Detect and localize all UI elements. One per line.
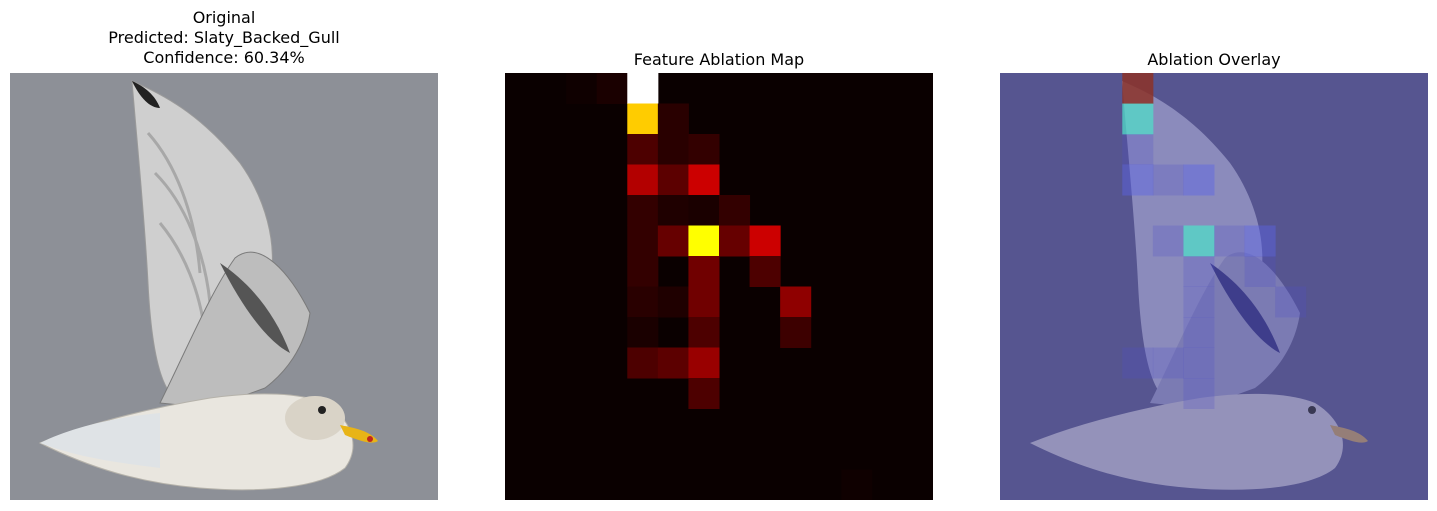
- overlay-cell: [1183, 164, 1215, 196]
- overlay-cell: [1183, 317, 1215, 348]
- overlay-cell: [1214, 225, 1246, 257]
- heatmap-cell: [657, 286, 689, 318]
- overlay-cell: [1244, 256, 1276, 287]
- heatmap-cell: [688, 225, 720, 257]
- heatmap-cell: [596, 73, 628, 104]
- heatmap-cell: [688, 195, 720, 226]
- heatmap-cell: [688, 164, 720, 196]
- panel-title: Original Predicted: Slaty_Backed_Gull Co…: [10, 8, 438, 68]
- panel-ablation-overlay: Ablation Overlay: [1000, 0, 1428, 511]
- overlay-image: [1000, 73, 1428, 500]
- title-line: Feature Ablation Map: [633, 50, 805, 69]
- heatmap-cell: [657, 347, 689, 379]
- title-line: Predicted: Slaty_Backed_Gull: [108, 28, 340, 47]
- heatmap-cell: [657, 225, 689, 257]
- heatmap-cell: [627, 164, 659, 196]
- heatmap-cell: [627, 73, 659, 104]
- heatmap-cell: [688, 134, 720, 165]
- heatmap-cell: [657, 195, 689, 226]
- overlay-cell: [1152, 347, 1184, 379]
- gull-photo: [10, 73, 438, 500]
- panel-original: Original Predicted: Slaty_Backed_Gull Co…: [10, 0, 438, 511]
- overlay-cell: [1152, 164, 1184, 196]
- heatmap-cell: [749, 225, 781, 257]
- overlay-cell: [1122, 134, 1154, 165]
- heatmap-cell: [627, 195, 659, 226]
- panel-title: Feature Ablation Map: [505, 50, 933, 70]
- heatmap-cell: [657, 103, 689, 135]
- overlay-cell: [1183, 286, 1215, 318]
- heatmap-cell: [841, 469, 873, 500]
- overlay-cell: [1122, 103, 1154, 135]
- heatmap-cell: [719, 195, 751, 226]
- heatmap-frame: [505, 73, 933, 500]
- overlay-cell: [1152, 225, 1184, 257]
- overlay-frame: [1000, 73, 1428, 500]
- heatmap-cell: [657, 164, 689, 196]
- panel-ablation-map: Feature Ablation Map: [505, 0, 933, 511]
- heatmap-cell: [657, 134, 689, 165]
- heatmap-cell: [688, 317, 720, 348]
- heatmap-cell: [627, 317, 659, 348]
- heatmap-cell: [627, 256, 659, 287]
- heatmap-cell: [780, 286, 812, 318]
- heatmap-cell: [719, 225, 751, 257]
- heatmap-cell: [688, 286, 720, 318]
- overlay-cell: [1244, 225, 1276, 257]
- heatmap-cell: [688, 378, 720, 409]
- title-line: Ablation Overlay: [1147, 50, 1281, 69]
- title-line: Original: [192, 8, 256, 27]
- gull-illustration: [38, 80, 378, 491]
- overlay-cell: [1122, 73, 1154, 104]
- overlay-cell: [1122, 347, 1154, 379]
- heatmap-cell: [749, 256, 781, 287]
- heatmap-cell: [780, 317, 812, 348]
- heatmap-cell: [627, 225, 659, 257]
- heatmap: [505, 73, 933, 500]
- panel-title: Ablation Overlay: [1000, 50, 1428, 70]
- overlay-cell: [1122, 164, 1154, 196]
- heatmap-cell: [688, 256, 720, 287]
- heatmap-cell: [627, 347, 659, 379]
- overlay-cell: [1183, 256, 1215, 287]
- overlay-cell: [1275, 286, 1307, 318]
- overlay-cell: [1183, 378, 1215, 409]
- title-line: Confidence: 60.34%: [143, 48, 305, 67]
- heatmap-cell: [627, 134, 659, 165]
- heatmap-cell: [688, 347, 720, 379]
- overlay-cell: [1183, 225, 1215, 257]
- original-image: [10, 73, 438, 500]
- heatmap-cell: [627, 286, 659, 318]
- overlay-cell: [1183, 347, 1215, 379]
- heatmap-cell: [627, 103, 659, 135]
- heatmap-cell: [566, 73, 598, 104]
